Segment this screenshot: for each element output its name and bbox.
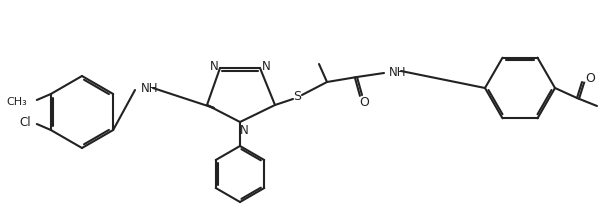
Text: O: O — [585, 72, 595, 85]
Text: NH: NH — [141, 81, 158, 95]
Text: N: N — [240, 124, 248, 136]
Text: S: S — [293, 91, 301, 103]
Text: Cl: Cl — [19, 116, 30, 130]
Text: CH₃: CH₃ — [6, 97, 27, 107]
Text: NH: NH — [389, 66, 407, 78]
Text: N: N — [209, 60, 219, 74]
Text: N: N — [262, 60, 270, 74]
Text: O: O — [359, 97, 369, 109]
